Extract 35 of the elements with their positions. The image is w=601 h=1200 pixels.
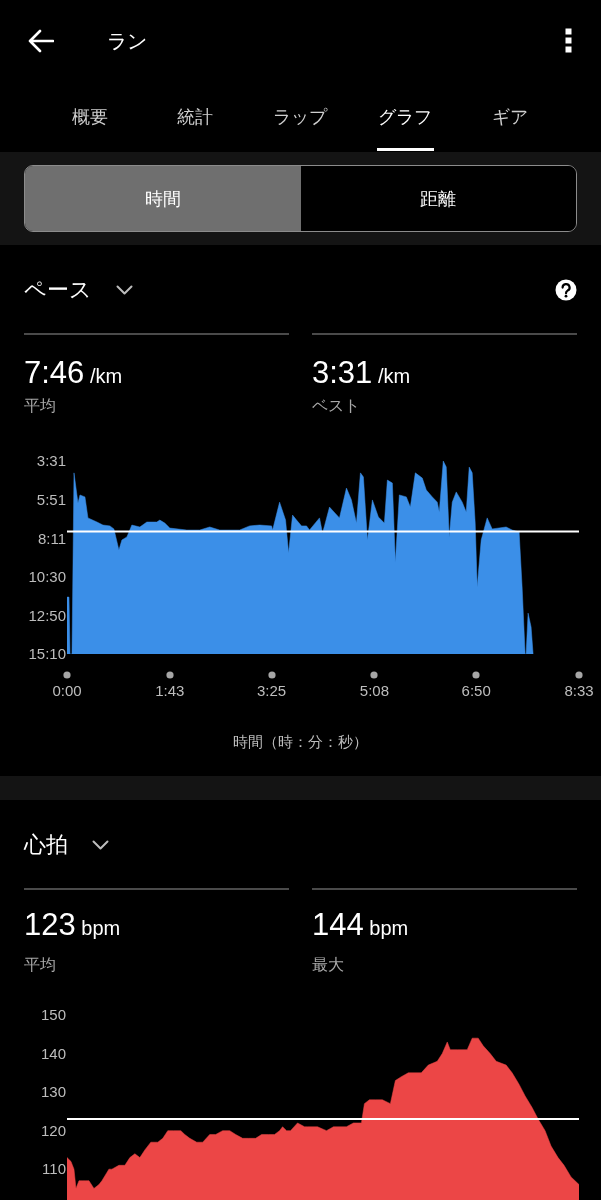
text: 最大 <box>312 955 344 975</box>
text: 統計 <box>176 106 214 129</box>
text: グラフ <box>377 106 433 129</box>
y-tick-label: 120 <box>40 1121 66 1139</box>
text: 123 bpm <box>24 907 121 942</box>
text: 3:31 /km <box>312 355 411 390</box>
x-tick-label: 8:33 <box>564 682 594 699</box>
x-tick-label: 3:25 <box>257 682 287 699</box>
y-tick-label: 150 <box>40 1006 66 1024</box>
y-tick-label: 8:11 <box>37 529 66 547</box>
x-tick-label: 0:00 <box>52 682 82 699</box>
text: ラン <box>107 29 147 54</box>
x-tick-label: 6:50 <box>461 682 491 699</box>
chart-title: 心拍 <box>24 831 68 859</box>
text: 概要 <box>71 106 109 129</box>
x-tick-label: 1:43 <box>155 682 185 699</box>
y-tick-label: 5:51 <box>36 490 66 508</box>
text: 平均 <box>24 955 56 975</box>
y-tick-label: 15:10 <box>28 645 66 663</box>
text: 7:46 /km <box>24 355 123 390</box>
x-axis-title: 時間（時：分：秒） <box>232 732 369 752</box>
chart-title: ペース <box>24 276 92 304</box>
text: ラップ <box>272 106 329 129</box>
y-tick-label: 10:30 <box>28 567 66 585</box>
y-tick-label: 110 <box>42 1160 66 1178</box>
text: ベスト <box>312 396 360 416</box>
text: ギア <box>491 106 529 129</box>
text: 144 bpm <box>312 907 409 942</box>
segmented-control: 時間 距離 <box>24 165 577 232</box>
y-tick-label: 12:50 <box>28 606 66 624</box>
x-tick-label: 5:08 <box>359 682 389 699</box>
text: 平均 <box>24 396 56 416</box>
y-tick-label: 3:31 <box>36 452 66 470</box>
y-tick-label: 130 <box>40 1083 66 1101</box>
y-tick-label: 140 <box>40 1044 66 1062</box>
